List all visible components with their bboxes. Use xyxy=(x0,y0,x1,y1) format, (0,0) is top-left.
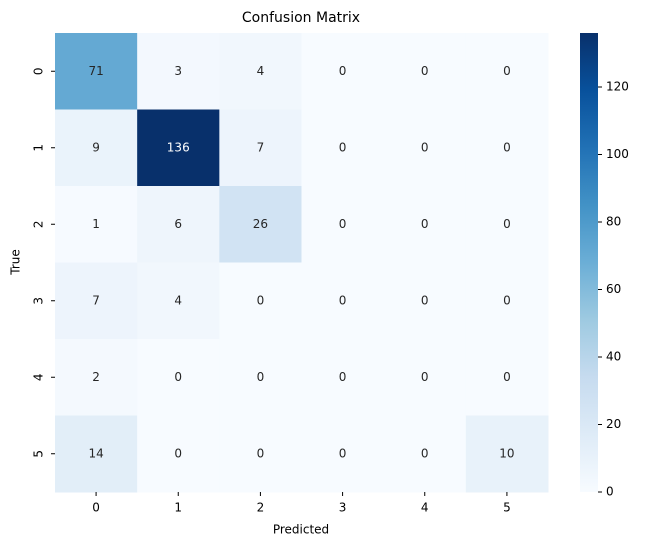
colorbar-tick-label: 80 xyxy=(606,215,621,229)
cell-label: 14 xyxy=(88,446,103,460)
cell-label: 26 xyxy=(253,217,268,231)
x-tick-label: 4 xyxy=(421,501,429,515)
cell xyxy=(301,415,385,493)
y-tick-label: 3 xyxy=(32,297,46,305)
cell-label: 0 xyxy=(339,64,347,78)
cell xyxy=(301,339,385,416)
cell xyxy=(465,109,549,187)
y-tick-label: 1 xyxy=(32,144,46,152)
cell-label: 0 xyxy=(257,370,265,384)
cell-label: 0 xyxy=(421,293,429,307)
cell-label: 0 xyxy=(339,446,347,460)
cell-label: 1 xyxy=(92,217,100,231)
cell-label: 0 xyxy=(421,217,429,231)
cell-label: 71 xyxy=(88,64,103,78)
cell-label: 0 xyxy=(503,293,511,307)
cell xyxy=(55,415,138,493)
cell-label: 0 xyxy=(421,140,429,154)
cell-label: 136 xyxy=(167,140,190,154)
colorbar-tick-label: 0 xyxy=(606,485,614,499)
cell xyxy=(55,186,138,263)
cell-label: 0 xyxy=(339,293,347,307)
cell-label: 0 xyxy=(421,370,429,384)
cell-label: 6 xyxy=(174,217,182,231)
cell xyxy=(383,33,467,110)
cell xyxy=(219,339,302,416)
y-tick-label: 2 xyxy=(32,220,46,228)
cell-label: 0 xyxy=(174,370,182,384)
cell xyxy=(219,262,302,340)
cell xyxy=(55,33,138,110)
cell xyxy=(137,262,220,340)
cell xyxy=(383,415,467,493)
colorbar-tick-label: 120 xyxy=(606,80,629,94)
cell-label: 0 xyxy=(503,64,511,78)
cell xyxy=(137,415,220,493)
cell xyxy=(465,339,549,416)
cell-label: 0 xyxy=(257,293,265,307)
colorbar-tick-label: 40 xyxy=(606,350,621,364)
cell xyxy=(137,186,220,263)
cell xyxy=(219,33,302,110)
cell xyxy=(137,33,220,110)
cell-label: 0 xyxy=(174,446,182,460)
cell-label: 0 xyxy=(339,140,347,154)
cell-label: 4 xyxy=(174,293,182,307)
x-tick-label: 1 xyxy=(174,501,182,515)
colorbar xyxy=(580,33,598,492)
cell xyxy=(465,186,549,263)
cell xyxy=(219,186,302,263)
cell-label: 0 xyxy=(339,370,347,384)
colorbar-tick-label: 20 xyxy=(606,417,621,431)
x-axis-label: Predicted xyxy=(273,523,329,537)
cell-label: 7 xyxy=(257,140,265,154)
cell xyxy=(301,33,385,110)
x-tick-label: 0 xyxy=(92,501,100,515)
cell-label: 0 xyxy=(503,140,511,154)
x-tick-label: 3 xyxy=(339,501,347,515)
cell-label: 7 xyxy=(92,293,100,307)
cell xyxy=(55,109,138,187)
cell-label: 9 xyxy=(92,140,100,154)
cell xyxy=(137,339,220,416)
cell xyxy=(219,415,302,493)
cell xyxy=(301,186,385,263)
y-tick-label: 4 xyxy=(32,373,46,381)
y-axis-label: True xyxy=(9,249,23,276)
y-tick-label: 5 xyxy=(32,450,46,458)
cell xyxy=(383,109,467,187)
cell-label: 0 xyxy=(503,217,511,231)
cell-label: 0 xyxy=(503,370,511,384)
cell xyxy=(383,186,467,263)
cell xyxy=(465,262,549,340)
x-tick-label: 2 xyxy=(257,501,265,515)
cell xyxy=(55,339,138,416)
cell xyxy=(137,109,220,187)
cell-label: 2 xyxy=(92,370,100,384)
cell xyxy=(301,262,385,340)
colorbar-tick-label: 100 xyxy=(606,147,629,161)
y-tick-label: 0 xyxy=(32,67,46,75)
cell xyxy=(301,109,385,187)
cell-label: 0 xyxy=(421,64,429,78)
cell-label: 0 xyxy=(339,217,347,231)
cell xyxy=(383,262,467,340)
chart-title: Confusion Matrix xyxy=(242,10,360,26)
cell-label: 0 xyxy=(421,446,429,460)
colorbar-tick-label: 60 xyxy=(606,282,621,296)
cell-label: 4 xyxy=(257,64,265,78)
x-tick-label: 5 xyxy=(503,501,511,515)
cell-label: 3 xyxy=(174,64,182,78)
cell xyxy=(465,415,549,493)
cell xyxy=(219,109,302,187)
cell xyxy=(383,339,467,416)
cell-label: 0 xyxy=(257,446,265,460)
cell-label: 10 xyxy=(499,446,514,460)
cell xyxy=(55,262,138,340)
cell xyxy=(465,33,549,110)
